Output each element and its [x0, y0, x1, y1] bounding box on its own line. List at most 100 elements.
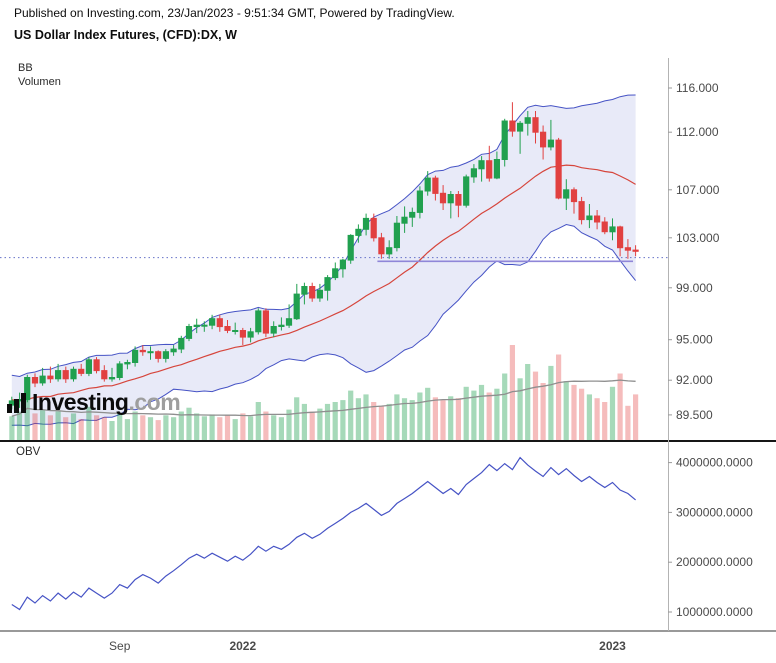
candle-body — [409, 211, 416, 218]
volume-bar — [24, 397, 30, 441]
volume-bar — [401, 398, 408, 440]
volume-bar — [271, 415, 277, 440]
candle-body — [47, 375, 54, 380]
candle-body — [316, 289, 323, 299]
candle-body — [255, 310, 262, 333]
candle-body — [232, 330, 239, 332]
volume-bar — [186, 407, 192, 440]
volume-bar — [494, 388, 500, 440]
candle-body — [578, 201, 585, 221]
volume-bar — [371, 402, 377, 440]
candle-body — [532, 117, 539, 133]
candle-body — [339, 259, 346, 270]
candle-body — [609, 226, 616, 233]
volume-bar — [109, 421, 115, 440]
indicator-label-bb: BB — [18, 62, 33, 74]
candle-body — [524, 117, 531, 124]
volume-bar — [294, 397, 300, 441]
volume-bar — [324, 403, 331, 440]
candle-body — [178, 337, 185, 350]
candle-body — [501, 120, 508, 160]
volume-bar — [9, 416, 15, 441]
axis-tick-label: 89.500 — [676, 408, 713, 422]
volume-bar — [594, 398, 600, 440]
volume-bar — [625, 405, 631, 440]
candle-body — [209, 318, 216, 326]
volume-bar — [286, 409, 292, 440]
candle-body — [24, 377, 31, 401]
x-axis-label: 2022 — [229, 639, 256, 653]
candle-body — [62, 370, 69, 380]
volume-bar — [86, 406, 92, 441]
candle-body — [555, 139, 562, 199]
indicator-label-volume: Volumen — [18, 76, 61, 88]
candle-body — [293, 293, 300, 320]
volume-bar — [217, 417, 223, 440]
volume-bar — [586, 394, 592, 440]
volume-bar — [240, 413, 246, 440]
candle-body — [586, 215, 593, 221]
candle-body — [262, 310, 269, 334]
candle-body — [455, 194, 462, 206]
candle-body — [594, 215, 601, 223]
volume-bar — [471, 390, 477, 440]
investing-logo-icon — [7, 393, 26, 413]
volume-bar — [563, 381, 569, 440]
candle-body — [540, 131, 547, 148]
candle-body — [78, 368, 85, 374]
candle-body — [193, 324, 200, 328]
volume-bar — [440, 400, 446, 440]
candle-body — [601, 221, 608, 233]
axis-tick-label: 103.000 — [676, 231, 720, 245]
candle-body — [378, 237, 385, 255]
candle-body — [201, 324, 208, 327]
volume-bar — [540, 383, 546, 440]
volume-bar — [455, 398, 461, 440]
volume-bar — [486, 392, 492, 440]
candle-body — [386, 247, 393, 255]
candle-body — [139, 349, 146, 353]
candle-body — [116, 363, 123, 378]
volume-bar — [463, 386, 469, 440]
volume-bar — [386, 403, 392, 440]
volume-bar — [509, 345, 515, 440]
volume-bar — [232, 419, 238, 440]
candle-body — [216, 318, 223, 328]
candle-body — [632, 249, 639, 252]
candle-body — [239, 330, 247, 338]
volume-bar — [147, 417, 154, 440]
candle-body — [332, 268, 339, 279]
volume-bar — [178, 411, 184, 440]
volume-bar — [132, 411, 138, 440]
volume-bar — [532, 371, 539, 440]
volume-bar — [163, 415, 169, 440]
candle-body — [509, 120, 516, 132]
candle-body — [424, 177, 431, 192]
candle-body — [85, 359, 93, 374]
candle-body — [401, 216, 408, 224]
volume-layer — [9, 345, 639, 441]
axis-tick-label: 107.000 — [676, 183, 720, 197]
candle-body — [347, 234, 354, 261]
candle-body — [416, 190, 423, 213]
volume-bar — [556, 354, 562, 440]
candles-layer — [8, 102, 639, 410]
volume-bar — [155, 420, 161, 440]
axis-tick-label: 4000000.0000 — [676, 456, 753, 470]
volume-bar — [425, 387, 431, 441]
volume-bar — [101, 417, 107, 440]
candle-body — [162, 351, 170, 359]
candle-body — [270, 326, 277, 334]
candle-body — [155, 351, 162, 359]
volume-bar — [448, 396, 454, 440]
chart-title: US Dollar Index Futures, (CFD):DX, W — [14, 28, 237, 42]
x-axis-label: Sep — [109, 639, 131, 653]
volume-bar — [255, 402, 261, 440]
bb-midline — [11, 164, 636, 402]
candle-body — [478, 160, 485, 170]
volume-bar — [55, 411, 61, 440]
volume-bar — [363, 394, 369, 440]
candle-body — [624, 247, 631, 251]
volume-bar — [617, 373, 623, 440]
